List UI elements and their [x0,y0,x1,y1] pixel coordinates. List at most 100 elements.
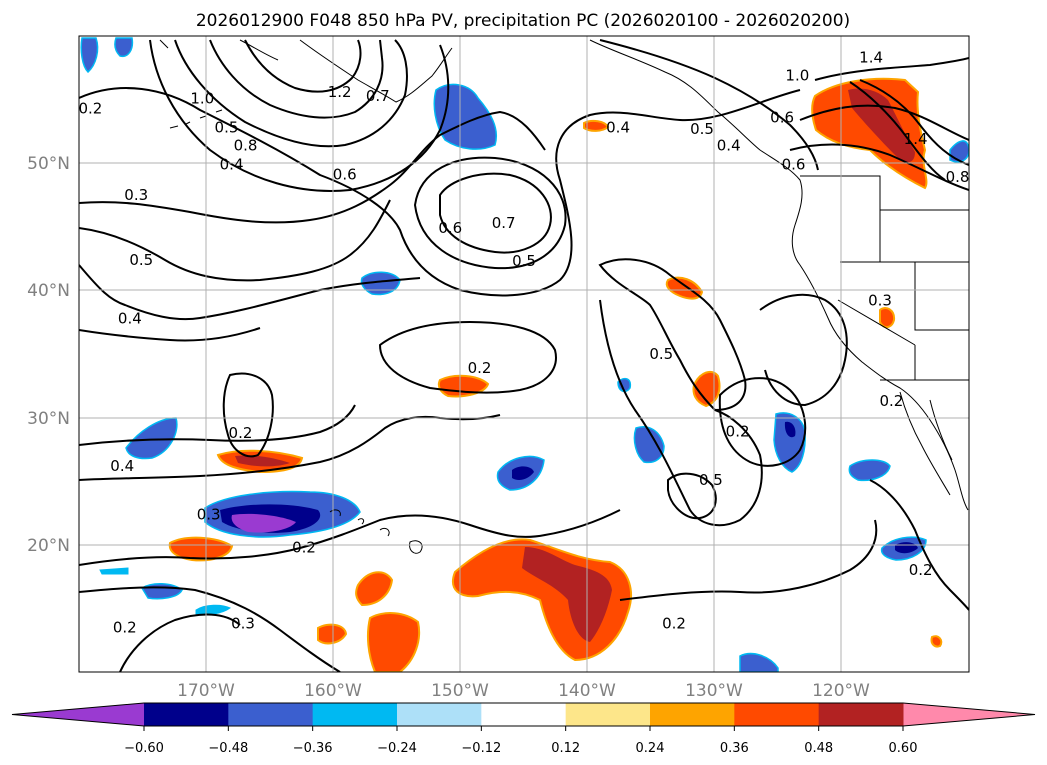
contour-label: 0.5 [512,252,536,270]
colorbar-tick-label: 0.48 [804,741,833,756]
precip-anomaly-negative [80,37,99,74]
coastline-alaska [159,39,453,103]
colorbar-bin [818,703,904,726]
pv-contour-line [759,293,848,407]
colorbar-tick-label: −0.36 [293,741,333,756]
contour-label: 1.0 [785,66,809,84]
precip-anomaly-negative [140,583,183,600]
contour-label: 0.4 [606,119,630,137]
map-area: 0.21.0 1.2 0.70.50.80.40.60.30.6 0.70.50.50… [79,36,969,672]
contour-label: 0.5 [215,119,239,137]
precip-anomaly-positive [930,635,943,648]
contour-label: 0.3 [868,292,892,310]
contour-label: 0.3 [231,615,255,633]
lat-tick-label: 30°N [27,409,70,429]
lon-tick-label: 170°W [177,681,235,701]
colorbar-bin [650,703,735,726]
pv-contour-line [789,143,969,191]
contour-label: 1.2 [328,83,352,101]
precip-anomaly-negative [512,466,534,480]
precip-anomaly-negative [99,567,129,575]
contour-label: 0.3 [197,505,221,523]
colorbar-tick-label: 0.24 [636,741,665,756]
contour-label: 0.4 [717,136,741,154]
colorbar-extend-min [12,703,144,726]
colorbar-tick-label: 0.36 [720,741,749,756]
colorbar-tick-label: −0.48 [208,741,248,756]
contour-label: 0.2 [726,423,750,441]
contour-label: 0.2 [292,538,316,556]
pv-contour-line [619,519,878,601]
contour-label: 0.2 [229,424,253,442]
coastlines [159,39,969,554]
contour-label: 0.5 [649,345,673,363]
contour-label: 0.2 [880,392,904,410]
contour-label: 0.8 [234,136,258,154]
contour-labels: 0.21.0 1.2 0.70.50.80.40.60.30.6 0.70.50.50… [79,49,969,637]
pv-contour-line [79,404,356,446]
pv-contour-line [209,39,384,119]
precip-anomaly-negative [360,271,401,296]
contour-label: 0.7 [492,214,516,232]
lon-tick-label: 160°W [304,681,362,701]
contour-label: 1.4 [904,130,928,148]
contour-label: 0.6 [770,108,794,126]
precip-anomaly-positive [317,623,348,645]
precip-anomaly-negative [773,412,806,473]
precip-anomaly-positive [168,536,234,562]
precip-anomaly-positive [522,547,612,642]
pv-contour-line [814,57,969,81]
pv-contour-line [869,479,969,611]
lon-tick-label: 130°W [685,681,743,701]
pv-contour-line [859,79,969,166]
contour-label: 0.7 [366,87,390,105]
contour-label: 0.6 [333,166,357,184]
contour-label: 0.2 [909,561,933,579]
precip-anomaly-negative [195,604,231,616]
coastline-aleutians [169,109,223,129]
contour-label: 0.4 [220,155,244,173]
pv-contour-line [718,377,807,467]
contour-label: 0.4 [110,457,134,475]
colorbar: −0.60 −0.48 −0.36 −0.24 −0.12 0.12 0.24 0.36 0.4… [11,702,1036,756]
precip-anomaly-negative [949,140,969,163]
colorbar-tick-label: −0.24 [377,741,417,756]
pv-contour-line [849,81,946,181]
pv-contour-line [378,320,557,394]
lon-axis: 170°W 160°W 150°W 140°W 130°W 120°W [177,681,870,701]
pv-contour-line [222,372,274,458]
pv-contour-line [799,104,969,141]
contour-label: 0.3 [124,186,148,204]
colorbar-bin [312,703,398,726]
contour-label: 0.4 [118,309,142,327]
precip-anomaly-positive [879,307,896,328]
pv-contour-line [244,39,362,93]
precip-anomaly-positive [366,612,420,672]
precip-anomaly-positive [665,276,704,300]
lat-tick-label: 50°N [27,154,70,174]
pv-contour-line [599,39,819,171]
precip-anomaly-positive [235,455,290,467]
precip-anomaly-positive [848,88,915,163]
lat-tick-label: 40°N [27,281,70,301]
lat-tick-label: 20°N [27,536,70,556]
contour-label: 1.0 [190,89,214,107]
pv-contour-line [149,39,450,192]
lon-tick-label: 140°W [558,681,616,701]
pv-contour-line [79,110,546,224]
pv-contour-line [439,172,552,254]
pv-contour-line [79,264,421,321]
contour-label: 0.5 [699,471,723,489]
colorbar-bin [228,703,314,726]
precip-anomaly-negative [231,513,296,533]
map-grid [79,36,969,672]
contour-label: 0.6 [782,155,806,173]
pv-contour-line [599,299,763,527]
contour-label: 0.2 [79,100,103,118]
contour-label: 0.2 [468,359,492,377]
map-frame [78,35,970,673]
precip-anomaly-negative [739,652,779,672]
contour-label: 0.5 [690,120,714,138]
pv-contours [79,39,969,672]
pv-contour-line [598,258,747,412]
